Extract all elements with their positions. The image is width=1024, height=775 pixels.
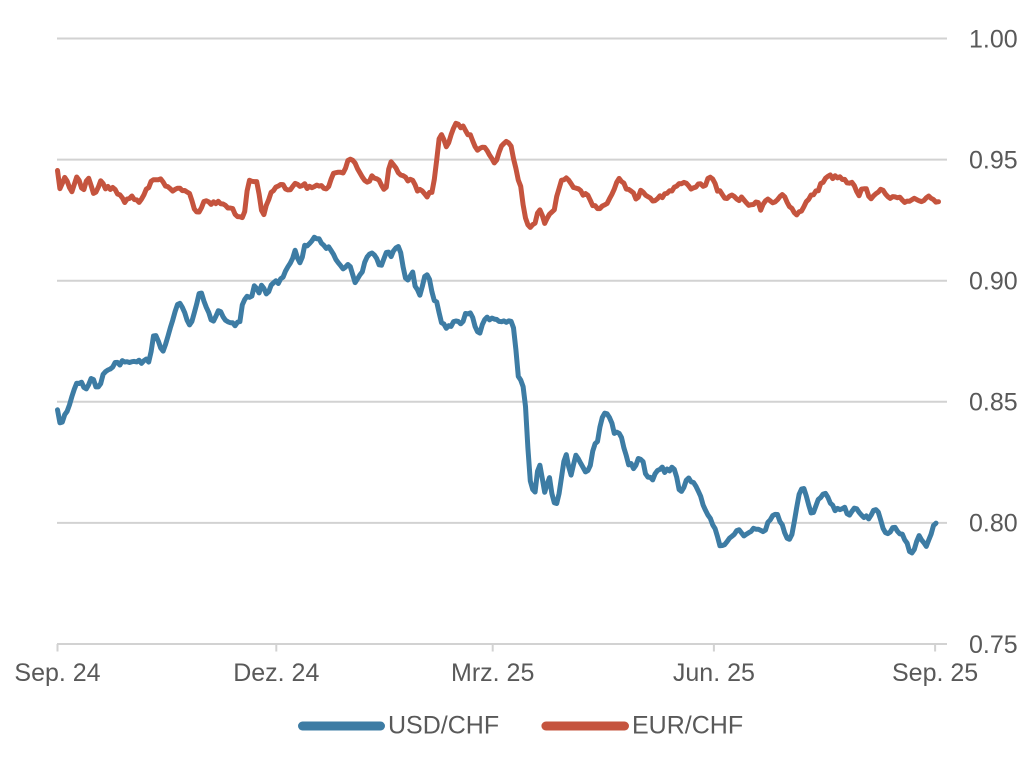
svg-text:0.90: 0.90 — [969, 268, 1018, 296]
svg-text:Sep. 24: Sep. 24 — [14, 659, 100, 687]
svg-text:0.80: 0.80 — [969, 510, 1018, 538]
svg-text:USD/CHF: USD/CHF — [388, 712, 499, 740]
svg-text:EUR/CHF: EUR/CHF — [632, 712, 743, 740]
svg-text:0.85: 0.85 — [969, 389, 1018, 417]
svg-text:Dez. 24: Dez. 24 — [233, 659, 319, 687]
svg-text:Sep. 25: Sep. 25 — [892, 659, 978, 687]
svg-text:1.00: 1.00 — [969, 25, 1018, 53]
svg-text:Jun. 25: Jun. 25 — [673, 659, 755, 687]
svg-text:Mrz. 25: Mrz. 25 — [451, 659, 534, 687]
svg-text:0.75: 0.75 — [969, 631, 1018, 659]
svg-text:0.95: 0.95 — [969, 146, 1018, 174]
